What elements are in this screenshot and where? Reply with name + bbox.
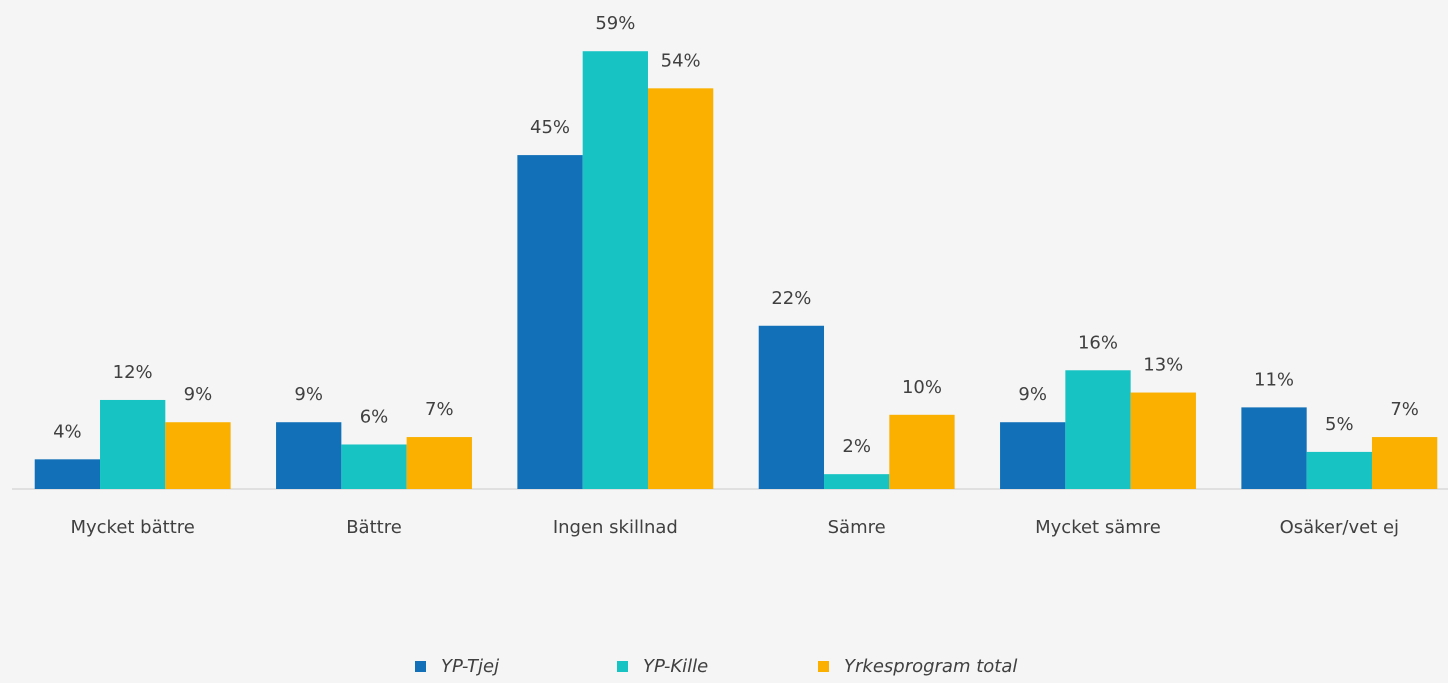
x-tick-label: Osäker/vet ej bbox=[1280, 517, 1399, 538]
bar bbox=[1306, 451, 1372, 489]
data-label: 7% bbox=[1390, 399, 1419, 420]
bar bbox=[1371, 437, 1438, 489]
bar bbox=[1130, 392, 1196, 489]
data-label: 59% bbox=[595, 13, 635, 34]
data-label: 7% bbox=[425, 399, 454, 420]
data-label: 4% bbox=[53, 421, 82, 442]
data-label: 12% bbox=[113, 362, 153, 383]
bar bbox=[165, 422, 231, 489]
data-label: 2% bbox=[842, 436, 871, 457]
bar bbox=[824, 474, 890, 489]
x-tick-label: Bättre bbox=[346, 517, 402, 538]
bar bbox=[34, 459, 101, 489]
data-label: 11% bbox=[1254, 369, 1294, 390]
bar bbox=[889, 414, 955, 489]
data-label: 45% bbox=[530, 117, 570, 138]
legend: YP-Tjej YP-Kille Yrkesprogram total bbox=[415, 656, 1017, 677]
data-label: 9% bbox=[294, 384, 323, 405]
data-label: 22% bbox=[771, 288, 811, 309]
legend-label: Yrkesprogram total bbox=[844, 656, 1017, 677]
bar bbox=[341, 444, 407, 489]
bar bbox=[100, 399, 166, 489]
bar bbox=[1000, 422, 1066, 489]
x-tick-label: Mycket sämre bbox=[1035, 517, 1161, 538]
legend-label: YP-Tjej bbox=[441, 656, 499, 677]
bar bbox=[758, 325, 825, 489]
bar bbox=[406, 437, 472, 489]
bar bbox=[276, 422, 342, 489]
data-label: 9% bbox=[1018, 384, 1047, 405]
legend-swatch bbox=[617, 661, 628, 672]
data-label: 9% bbox=[184, 384, 213, 405]
bar bbox=[1241, 407, 1307, 489]
data-label: 10% bbox=[902, 377, 942, 398]
bar bbox=[582, 51, 648, 489]
legend-swatch bbox=[818, 661, 829, 672]
data-label: 16% bbox=[1078, 332, 1118, 353]
x-tick-label: Mycket bättre bbox=[70, 517, 194, 538]
legend-label: YP-Kille bbox=[643, 656, 708, 677]
legend-swatch bbox=[415, 661, 426, 672]
data-label: 5% bbox=[1325, 414, 1354, 435]
data-label: 6% bbox=[360, 406, 389, 427]
bar bbox=[647, 88, 714, 489]
data-label: 13% bbox=[1143, 355, 1183, 376]
bar bbox=[517, 155, 583, 489]
x-tick-label: Sämre bbox=[828, 517, 886, 538]
bar bbox=[1065, 370, 1131, 489]
x-tick-label: Ingen skillnad bbox=[553, 517, 678, 538]
data-label: 54% bbox=[661, 50, 701, 71]
